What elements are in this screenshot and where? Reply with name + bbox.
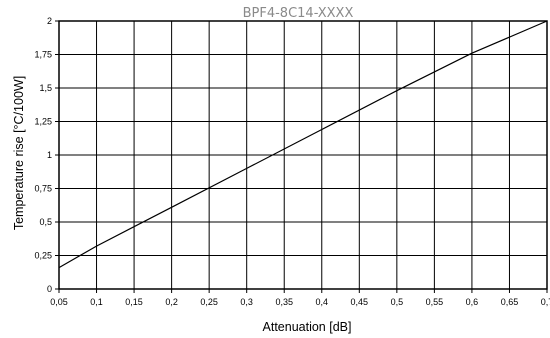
x-tick-label: 0,5 xyxy=(391,297,404,307)
x-tick-label: 0,7 xyxy=(541,297,550,307)
x-axis-tick-labels: 0,05 0,1 0,15 0,2 0,25 0,3 0,35 0,4 0,45 0,5 0,55 0… xyxy=(50,297,550,307)
plot-area-frame xyxy=(58,20,548,290)
x-tick-label: 0,15 xyxy=(125,297,143,307)
x-tick-label: 0,3 xyxy=(240,297,253,307)
x-tick-label: 0,55 xyxy=(426,297,444,307)
y-tick-label: 1,75 xyxy=(34,50,52,60)
grid-lines xyxy=(59,21,547,289)
chart-subtitle: BPF4-8C14-XXXX xyxy=(243,6,354,21)
y-tick-label: 0,5 xyxy=(39,217,52,227)
y-tick-label: 1,25 xyxy=(34,117,52,127)
y-tick-label: 2 xyxy=(47,16,52,26)
x-tick-label: 0,65 xyxy=(501,297,519,307)
series-line xyxy=(58,20,548,269)
y-tick-label: 1,5 xyxy=(39,83,52,93)
y-axis-title: Temperature rise [°C/100W] xyxy=(12,76,26,230)
x-tick-label: 0,05 xyxy=(50,297,68,307)
x-tick-label: 0,4 xyxy=(316,297,329,307)
x-tick-label: 0,25 xyxy=(200,297,218,307)
x-tick-label: 0,1 xyxy=(90,297,103,307)
x-axis-title: Attenuation [dB] xyxy=(263,320,352,334)
x-tick-label: 0,2 xyxy=(165,297,178,307)
y-tick-label: 0,25 xyxy=(34,251,52,261)
x-tick-label: 0,45 xyxy=(351,297,369,307)
x-tick-label: 0,35 xyxy=(275,297,293,307)
series-layer xyxy=(58,20,548,269)
y-axis-tick-labels: 0 0,25 0,5 0,75 1 1,25 1,5 1,75 2 xyxy=(34,16,52,294)
x-tick-label: 0,6 xyxy=(466,297,479,307)
y-tick-label: 1 xyxy=(47,150,52,160)
y-tick-label: 0,75 xyxy=(34,184,52,194)
y-tick-label: 0 xyxy=(47,284,52,294)
axis-ticks xyxy=(55,20,548,293)
